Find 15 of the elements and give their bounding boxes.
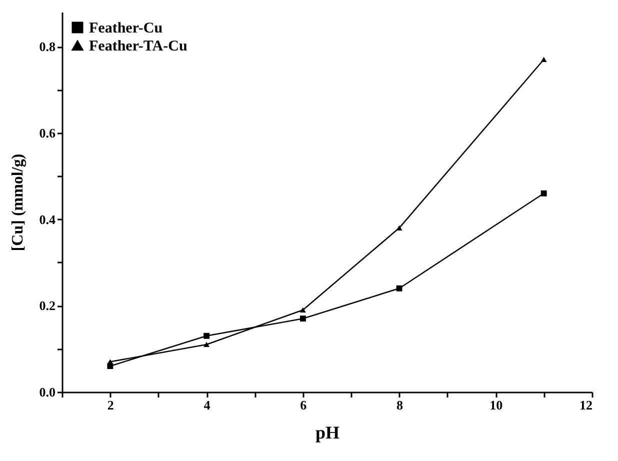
y-tick-label: 0.2	[39, 298, 56, 314]
y-axis-title: [Cu] (mmol/g)	[9, 154, 26, 252]
x-tick-label: 2	[107, 398, 114, 412]
legend-label: Feather-Cu	[89, 20, 163, 36]
y-tick-label: 0.4	[39, 212, 56, 227]
y-tick-label: 0.0	[39, 384, 56, 400]
x-tick-label: 6	[300, 398, 308, 412]
x-tick-label: 8	[396, 398, 404, 412]
legend-label: Feather-TA-Cu	[89, 38, 188, 54]
y-tick-label: 0.6	[39, 125, 56, 140]
x-tick-label: 4	[204, 398, 211, 412]
x-axis-title: pH	[315, 422, 340, 442]
x-tick-label: 10	[490, 398, 503, 412]
x-tick-label: 12	[580, 398, 592, 412]
y-tick-label: 0.8	[39, 39, 56, 54]
